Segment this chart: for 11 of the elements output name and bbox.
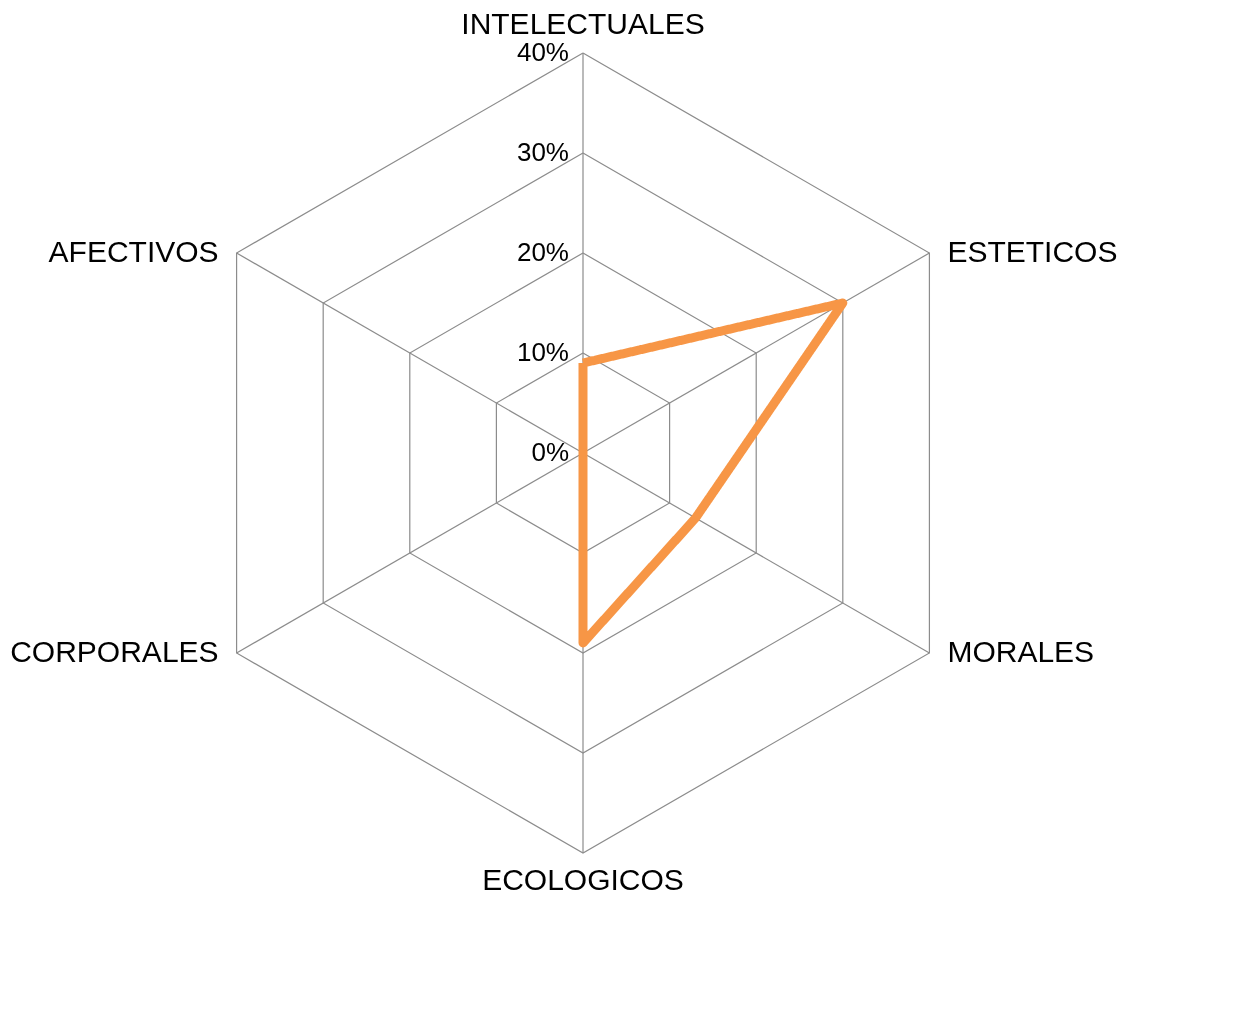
spoke-label: ECOLOGICOS [482,863,684,896]
spoke-label: CORPORALES [10,635,219,668]
y-tick-label: 40% [516,37,569,67]
y-tick-label: 0% [531,437,569,467]
spoke-label: INTELECTUALES [461,7,705,40]
spoke-label: MORALES [947,635,1095,668]
spoke-label: ESTETICOS [947,235,1118,268]
y-tick-label: 10% [516,337,569,367]
spoke-label: AFECTIVOS [48,235,219,268]
y-tick-label: 20% [516,237,569,267]
y-tick-label: 30% [516,137,569,167]
